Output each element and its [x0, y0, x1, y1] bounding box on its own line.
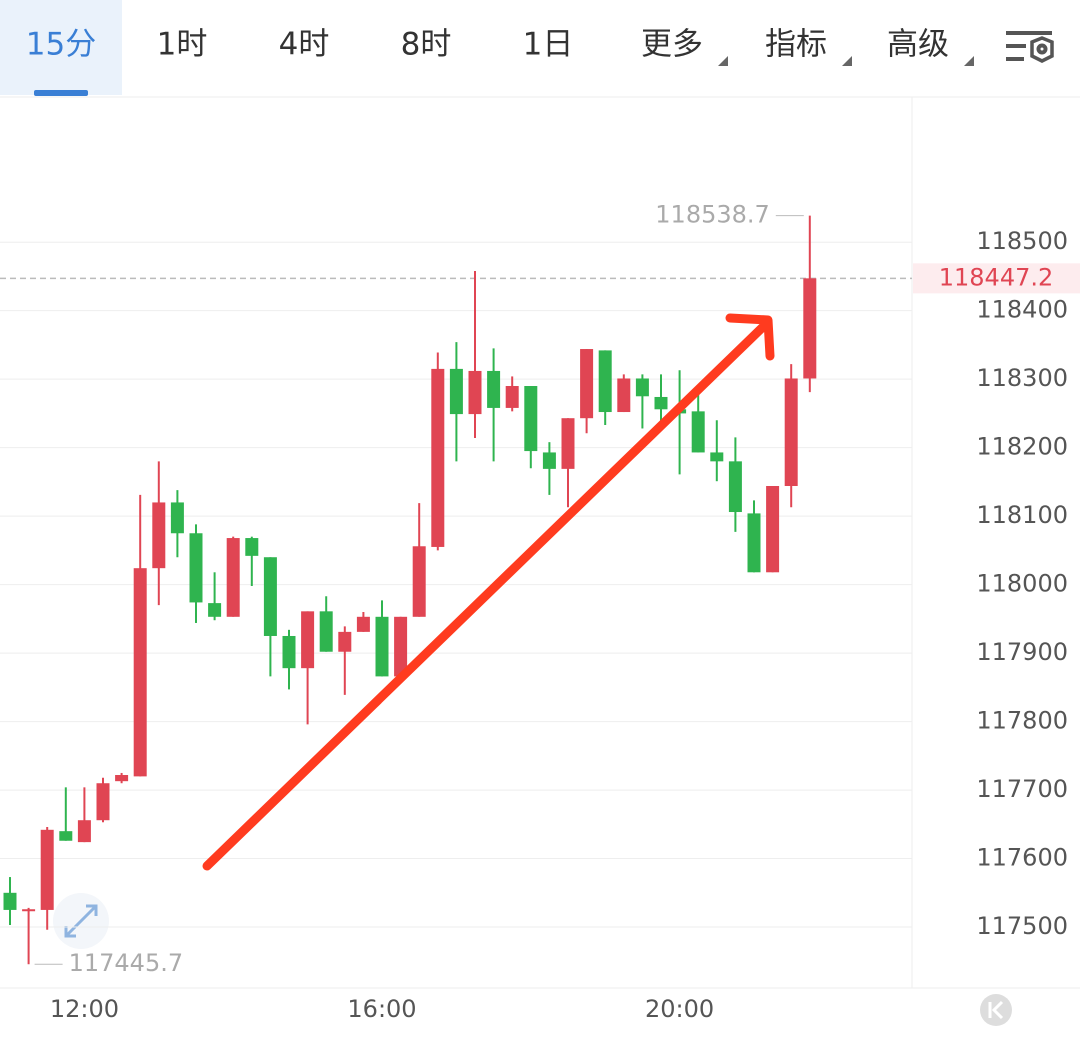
tab[interactable]: 8时 [401, 27, 452, 63]
tab[interactable]: 4时 [279, 27, 330, 63]
candle-body [40, 829, 54, 910]
candle-body [598, 350, 612, 413]
y-tick-label: 117600 [976, 844, 1068, 872]
candle-body [766, 485, 780, 573]
y-tick-label: 118300 [976, 364, 1068, 392]
candle-body [133, 568, 147, 777]
candle-body [189, 533, 203, 603]
candle-body [3, 892, 17, 910]
y-tick-label: 118000 [976, 570, 1068, 598]
last-price-box [913, 263, 1080, 294]
candle-body [319, 611, 333, 652]
candle-body [654, 396, 668, 410]
last-price-label: 118447.2 [939, 263, 1054, 291]
candle-body [580, 349, 594, 419]
candle-body [170, 502, 184, 534]
tab[interactable]: 1日 [523, 27, 574, 63]
candle-body [635, 378, 649, 397]
max-label: 118538.7 [655, 201, 770, 229]
candle-body [710, 452, 724, 462]
candle-body [356, 616, 370, 632]
x-tick-label: 12:00 [50, 995, 119, 1023]
candle-body [96, 783, 110, 821]
y-tick-label: 118400 [976, 296, 1068, 324]
candle-body [301, 611, 315, 669]
x-tick-label: 16:00 [347, 995, 416, 1023]
candle-body [691, 411, 705, 453]
candle-body [803, 278, 817, 379]
candle-body [505, 386, 519, 408]
candle-body [208, 603, 222, 617]
x-tick-label: 20:00 [645, 995, 714, 1023]
candle-body [728, 461, 742, 513]
candle-body [152, 502, 166, 569]
candle-body [412, 546, 426, 617]
tab-indicator [34, 90, 88, 96]
candle-body [524, 386, 538, 452]
candle-body [22, 909, 36, 912]
y-tick-label: 117500 [976, 912, 1068, 940]
tab[interactable]: 更多 [641, 27, 703, 63]
candle-body [561, 418, 575, 469]
candle-body [542, 452, 556, 469]
tab[interactable]: 1时 [157, 27, 208, 63]
dropdown-caret [718, 56, 974, 66]
candle-body [449, 368, 463, 415]
y-tick-label: 118500 [976, 227, 1068, 255]
candle-body [394, 616, 408, 677]
tab[interactable]: 高级 [887, 27, 949, 63]
candle-body [487, 370, 501, 408]
candle-body [468, 370, 482, 415]
trend-arrow [202, 313, 775, 871]
y-tick-label: 118200 [976, 433, 1068, 461]
y-tick-label: 117800 [976, 707, 1068, 735]
min-label: 117445.7 [69, 949, 184, 977]
candle-body [784, 378, 798, 486]
candle-body [77, 820, 91, 843]
candle-body [59, 831, 73, 841]
tab[interactable]: 指标 [765, 27, 827, 63]
candle-body [375, 616, 389, 677]
candle-body [431, 368, 445, 547]
reset-icon[interactable] [980, 994, 1012, 1026]
y-tick-label: 118100 [976, 501, 1068, 529]
candle-body [617, 378, 631, 413]
candle-body [226, 538, 240, 617]
tab[interactable]: 15分 [26, 27, 96, 63]
candle-body [263, 557, 277, 636]
y-tick-label: 117900 [976, 638, 1068, 666]
expand-icon[interactable] [53, 893, 109, 949]
candle-body [245, 538, 259, 556]
tab-selected-bg [0, 0, 122, 95]
candle-body [282, 635, 296, 669]
candle-body [115, 775, 129, 782]
y-tick-label: 117700 [976, 775, 1068, 803]
candle-body [338, 631, 352, 652]
candle-body [747, 513, 761, 573]
settings-icon[interactable] [1006, 31, 1054, 63]
